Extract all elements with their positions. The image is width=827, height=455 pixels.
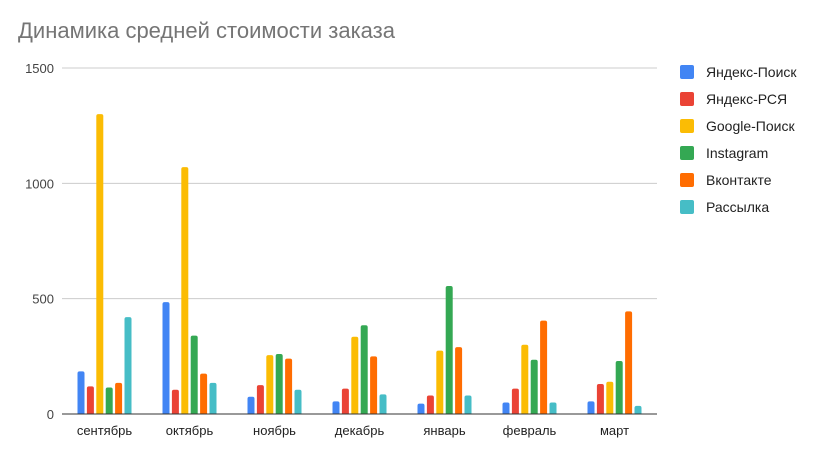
bar [540,320,548,414]
chart-title: Динамика средней стоимости заказа [18,18,395,43]
bar [275,354,283,414]
bar [341,388,349,414]
legend-label: Instagram [706,144,769,161]
bar [105,387,113,414]
bar [190,335,198,414]
legend-swatch [680,118,694,133]
bar [436,350,444,414]
bar [124,317,132,414]
bar [360,325,368,414]
bar [200,373,208,414]
bar [171,389,179,414]
bar [530,359,538,414]
legend-swatch [680,64,694,79]
x-tick-label: февраль [503,423,557,438]
x-tick-label: январь [423,423,465,438]
legend-label: Рассылка [706,198,770,215]
bar [445,285,453,414]
bar [502,402,510,414]
bar [181,167,189,414]
legend-swatch [680,172,694,187]
y-tick-label: 500 [32,292,54,307]
legend-item: Вконтакте [680,166,797,193]
bar [209,382,217,414]
legend-item: Google-Поиск [680,112,797,139]
bar [615,360,623,414]
bar [634,405,642,414]
bar [379,394,387,414]
bar [247,396,255,414]
bar [606,381,614,414]
legend-item: Рассылка [680,193,797,220]
legend-item: Яндекс-Поиск [680,58,797,85]
x-tick-label: октябрь [166,423,214,438]
bar [285,358,293,414]
legend-swatch [680,91,694,106]
bar [596,384,604,414]
bar [455,347,463,414]
bar [266,355,274,414]
legend-label: Google-Поиск [706,117,795,134]
bar [332,401,340,414]
x-tick-label: ноябрь [253,423,296,438]
x-tick-label: декабрь [335,423,385,438]
bar [426,395,434,414]
y-tick-label: 1000 [25,176,54,191]
legend-swatch [680,145,694,160]
bar [162,302,170,414]
bar [464,395,472,414]
bar [256,385,264,414]
legend-label: Вконтакте [706,171,772,188]
y-tick-label: 0 [47,407,54,422]
bar [96,114,104,414]
bar [115,382,123,414]
legend-label: Яндекс-РСЯ [706,90,788,107]
y-tick-label: 1500 [25,61,54,76]
bar [417,403,425,414]
x-tick-label: сентябрь [77,423,133,438]
x-tick-label: март [600,423,629,438]
chart-legend: Яндекс-Поиск Яндекс-РСЯ Google-Поиск Instag… [680,58,797,220]
bar [370,356,378,414]
legend-label: Яндекс-Поиск [706,63,797,80]
bar [86,386,94,414]
bar [549,402,557,414]
legend-item: Instagram [680,139,797,166]
legend-swatch [680,199,694,214]
bar [587,401,595,414]
bar [625,311,633,414]
bar [511,388,519,414]
bar [521,344,529,414]
bar [77,371,85,414]
bar [351,336,359,414]
bar [294,389,302,414]
legend-item: Яндекс-РСЯ [680,85,797,112]
